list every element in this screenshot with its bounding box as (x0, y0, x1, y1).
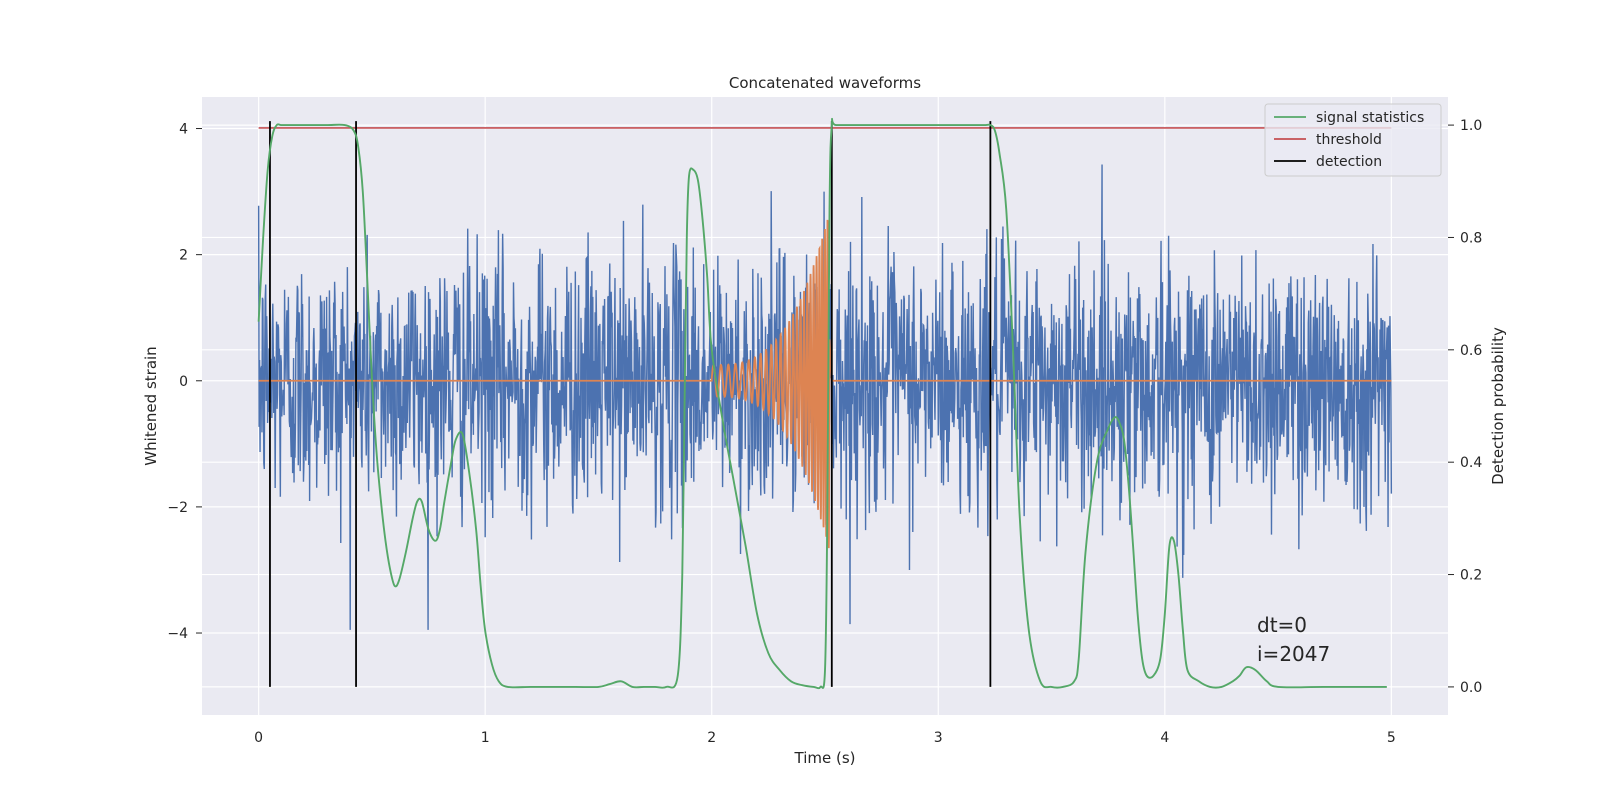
x-tick-label: 4 (1160, 730, 1169, 746)
y-tick-label-right: 1.0 (1460, 118, 1482, 134)
y-tick-label-left: 4 (179, 122, 188, 138)
y-tick-label-right: 0.0 (1460, 680, 1482, 696)
y-axis-label-right: Detection probability (1489, 327, 1507, 485)
x-tick-label: 3 (934, 730, 943, 746)
x-tick-label: 0 (254, 730, 263, 746)
x-tick-label: 5 (1387, 730, 1396, 746)
x-axis-label: Time (s) (794, 749, 856, 767)
legend-box (1264, 103, 1442, 177)
y-axis-label-left: Whitened strain (142, 346, 160, 465)
legend: signal statistics threshold detection (1264, 103, 1442, 177)
y-tick-label-right: 0.4 (1460, 455, 1482, 471)
legend-label: threshold (1316, 132, 1382, 148)
legend-label: detection (1316, 154, 1382, 170)
y-tick-label-left: 0 (179, 374, 188, 390)
chart-title: Concatenated waveforms (729, 74, 921, 92)
injected-waveform-line (258, 219, 1392, 549)
annotation: dt=0 i=2047 (1257, 613, 1330, 666)
x-tick-label: 2 (707, 730, 716, 746)
y-tick-label-left: 2 (179, 248, 188, 264)
legend-label: signal statistics (1316, 110, 1424, 126)
y-tick-label-right: 0.2 (1460, 568, 1482, 584)
y-tick-label-left: −4 (167, 626, 188, 642)
plot-area (257, 117, 1393, 690)
y-tick-label-right: 0.8 (1460, 230, 1482, 246)
annotation-i: i=2047 (1257, 642, 1330, 666)
axes: 0 1 2 3 4 5 −4 −2 0 2 4 0.0 0.2 0.4 0.6 0.8 1.0 (167, 118, 1482, 746)
x-tick-label: 1 (481, 730, 490, 746)
y-tick-label-left: −2 (167, 500, 188, 516)
y-tick-label-right: 0.6 (1460, 343, 1482, 359)
signal-statistics-line (257, 117, 1387, 690)
annotation-dt: dt=0 (1257, 613, 1307, 637)
